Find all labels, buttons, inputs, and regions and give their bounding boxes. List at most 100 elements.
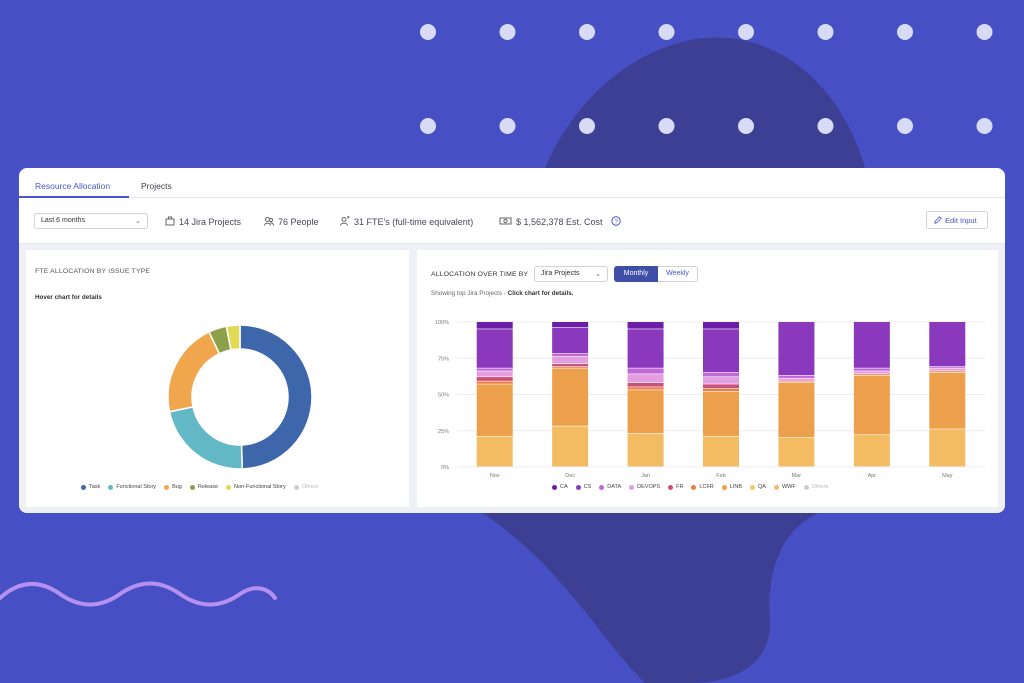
donut-slice-bug[interactable]	[167, 330, 221, 413]
legend-swatch	[552, 484, 557, 490]
legend-swatch	[668, 484, 674, 490]
bar-segment-linb-feb[interactable]	[703, 391, 739, 436]
bar-segment-lcfr-may[interactable]	[929, 371, 966, 373]
bar-segment-cs-nov[interactable]	[476, 329, 513, 368]
bar-segment-data-may[interactable]	[929, 366, 966, 368]
bar-segment-devops-dec[interactable]	[552, 356, 589, 364]
bar-segment-cs-jan[interactable]	[627, 329, 664, 368]
legend-item-fr[interactable]: FR	[668, 484, 683, 490]
background-dot	[420, 24, 436, 40]
legend-item-cs[interactable]: CS	[575, 484, 591, 490]
background-dot	[658, 24, 675, 40]
legend-item-task[interactable]: Task	[81, 484, 100, 490]
legend-item-qa[interactable]: QA	[750, 484, 766, 490]
group-by-select-value: Jira Projects	[541, 270, 580, 277]
legend-item-linb[interactable]: LINB	[721, 484, 742, 490]
donut-slice-non-functional-story[interactable]	[225, 324, 241, 351]
bar-segment-wwf-nov[interactable]	[476, 436, 513, 467]
y-tick-label: 0%	[441, 465, 449, 471]
group-by-select[interactable]: Jira Projects ⌄	[534, 266, 608, 282]
bar-segment-linb-nov[interactable]	[476, 384, 513, 436]
projects-legend: CA CS DATA DEVOPS FR LCFR LINB QA WWF Others	[552, 484, 828, 490]
bar-segment-data-mar[interactable]	[778, 375, 815, 378]
bar-segment-devops-feb[interactable]	[703, 377, 739, 384]
bar-segment-lcfr-nov[interactable]	[476, 381, 513, 384]
bar-segment-cs-feb[interactable]	[703, 329, 739, 373]
legend-label: Bug	[172, 484, 182, 490]
bar-segment-wwf-apr[interactable]	[853, 435, 890, 467]
bar-segment-lcfr-feb[interactable]	[703, 388, 739, 391]
legend-label: Others	[811, 484, 829, 490]
legend-item-wwf[interactable]: WWF	[773, 484, 796, 490]
bar-segment-cs-dec[interactable]	[552, 327, 589, 354]
tab-resource-allocation[interactable]: Resource Allocation	[35, 181, 111, 191]
period-select[interactable]: Last 6 months ⌄	[34, 213, 148, 229]
bar-segment-linb-dec[interactable]	[552, 368, 589, 426]
bar-segment-lcfr-mar[interactable]	[778, 381, 815, 383]
help-icon[interactable]: ?	[611, 216, 621, 226]
bar-segment-data-feb[interactable]	[703, 372, 739, 377]
bar-segment-linb-apr[interactable]	[853, 375, 890, 435]
bar-segment-linb-may[interactable]	[929, 372, 966, 429]
issue-type-legend: Task Functional Story Bug Release Non-Functi…	[81, 484, 318, 490]
legend-item-lcfr[interactable]: LCFR	[691, 484, 714, 490]
donut-slice-functional-story[interactable]	[168, 405, 244, 470]
legend-item-others[interactable]: Others	[803, 484, 829, 490]
tab-projects[interactable]: Projects	[141, 181, 172, 191]
bar-segment-data-dec[interactable]	[552, 353, 589, 357]
donut-slice-task[interactable]	[239, 324, 313, 470]
legend-swatch	[575, 484, 581, 490]
bar-segment-wwf-may[interactable]	[929, 429, 966, 467]
issue-type-donut-chart[interactable]	[26, 317, 409, 477]
bar-segment-ca-jan[interactable]	[627, 322, 664, 329]
legend-label: WWF	[781, 484, 796, 490]
legend-item-release[interactable]: Release	[189, 484, 218, 490]
bar-segment-fr-dec[interactable]	[552, 364, 589, 367]
bar-segment-wwf-feb[interactable]	[703, 436, 739, 467]
legend-item-data[interactable]: DATA	[599, 484, 621, 490]
fte-stat: 31 FTE's (full-time equivalent)	[340, 216, 473, 227]
bar-segment-lcfr-jan[interactable]	[627, 387, 664, 390]
bar-segment-lcfr-dec[interactable]	[552, 366, 589, 368]
bar-segment-wwf-mar[interactable]	[778, 438, 815, 467]
legend-item-devops[interactable]: DEVOPS	[629, 484, 660, 490]
bar-segment-fr-feb[interactable]	[703, 384, 739, 389]
bar-segment-ca-nov[interactable]	[476, 322, 513, 329]
weekly-toggle[interactable]: Weekly	[658, 266, 698, 282]
bar-segment-devops-may[interactable]	[929, 368, 966, 371]
legend-item-others[interactable]: Others	[293, 484, 318, 490]
background-dot	[976, 24, 993, 40]
edit-input-button[interactable]: Edit Input	[926, 211, 988, 229]
bar-segment-cs-may[interactable]	[929, 322, 966, 367]
bar-segment-wwf-dec[interactable]	[552, 426, 589, 467]
legend-item-functional-story[interactable]: Functional Story	[108, 484, 156, 490]
bar-segment-fr-nov[interactable]	[476, 377, 513, 381]
edit-input-label: Edit Input	[945, 216, 977, 225]
bar-segment-cs-apr[interactable]	[853, 322, 890, 368]
x-tick-label: May	[942, 473, 953, 479]
bar-segment-lcfr-apr[interactable]	[853, 374, 890, 376]
bar-segment-ca-feb[interactable]	[703, 322, 739, 329]
bar-segment-devops-apr[interactable]	[853, 371, 890, 374]
bar-segment-data-apr[interactable]	[853, 368, 890, 371]
legend-swatch	[803, 484, 809, 490]
bar-segment-linb-mar[interactable]	[778, 382, 815, 438]
bar-segment-cs-mar[interactable]	[778, 322, 815, 376]
bar-segment-wwf-jan[interactable]	[627, 433, 664, 467]
legend-label: Functional Story	[116, 484, 157, 490]
bar-segment-ca-dec[interactable]	[552, 322, 589, 328]
legend-item-bug[interactable]: Bug	[164, 484, 182, 490]
bar-segment-data-jan[interactable]	[627, 368, 664, 374]
legend-swatch	[226, 484, 232, 490]
legend-item-non-functional-story[interactable]: Non-Functional Story	[226, 484, 286, 490]
bar-segment-linb-jan[interactable]	[627, 390, 664, 434]
background-dot	[738, 118, 754, 134]
allocation-stacked-bar-chart[interactable]: 0% 25% 50% 75% 100% Nov Dec Jan Feb Mar Apr May	[417, 310, 998, 480]
bar-segment-data-nov[interactable]	[476, 368, 513, 371]
bar-segment-devops-jan[interactable]	[627, 374, 664, 383]
bar-segment-fr-jan[interactable]	[627, 382, 664, 387]
bar-segment-devops-nov[interactable]	[476, 371, 513, 377]
bar-segment-devops-mar[interactable]	[778, 378, 815, 381]
monthly-toggle[interactable]: Monthly	[614, 266, 658, 282]
legend-item-ca[interactable]: CA	[552, 484, 568, 490]
